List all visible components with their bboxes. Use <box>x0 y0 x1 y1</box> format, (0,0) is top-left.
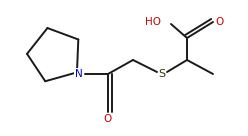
Text: HO: HO <box>145 17 161 27</box>
Text: O: O <box>104 114 112 124</box>
Text: S: S <box>158 69 166 79</box>
Text: N: N <box>75 69 83 79</box>
Text: O: O <box>215 17 223 27</box>
